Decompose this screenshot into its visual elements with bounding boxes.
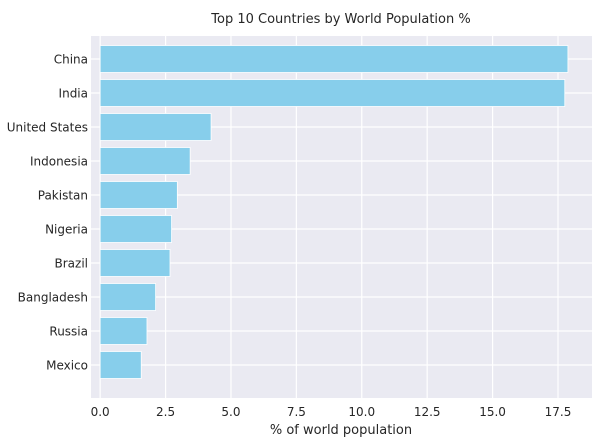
bar-united-states <box>99 113 212 141</box>
y-tick-label: China <box>54 53 88 67</box>
bar-brazil <box>99 249 171 277</box>
y-tick-label: Nigeria <box>45 223 88 237</box>
bar-mexico <box>99 351 142 379</box>
bar-russia <box>99 317 148 345</box>
bar-india <box>99 79 566 107</box>
y-tick-label: India <box>59 87 88 101</box>
y-tick-label: Brazil <box>55 257 89 271</box>
y-tick-label: Bangladesh <box>18 291 88 305</box>
y-tick-label: Mexico <box>46 359 88 373</box>
y-tick-label: Pakistan <box>38 189 88 203</box>
bar-pakistan <box>99 181 178 209</box>
x-tick-label: 5.0 <box>221 405 240 419</box>
x-tick-label: 15.0 <box>479 405 506 419</box>
x-tick-label: 10.0 <box>348 405 375 419</box>
bar-indonesia <box>99 147 191 175</box>
y-tick-label: Russia <box>49 325 88 339</box>
x-tick-label: 7.5 <box>287 405 306 419</box>
bar-nigeria <box>99 215 172 243</box>
bar-china <box>99 45 569 73</box>
x-tick-label: 0.0 <box>91 405 110 419</box>
x-tick-label: 12.5 <box>414 405 441 419</box>
x-axis-label: % of world population <box>270 423 412 438</box>
x-tick-label: 17.5 <box>545 405 572 419</box>
bar-bangladesh <box>99 283 157 311</box>
y-tick-label: Indonesia <box>30 155 88 169</box>
y-tick-label: United States <box>7 121 88 135</box>
x-tick-label: 2.5 <box>156 405 175 419</box>
chart-title: Top 10 Countries by World Population % <box>210 12 470 27</box>
